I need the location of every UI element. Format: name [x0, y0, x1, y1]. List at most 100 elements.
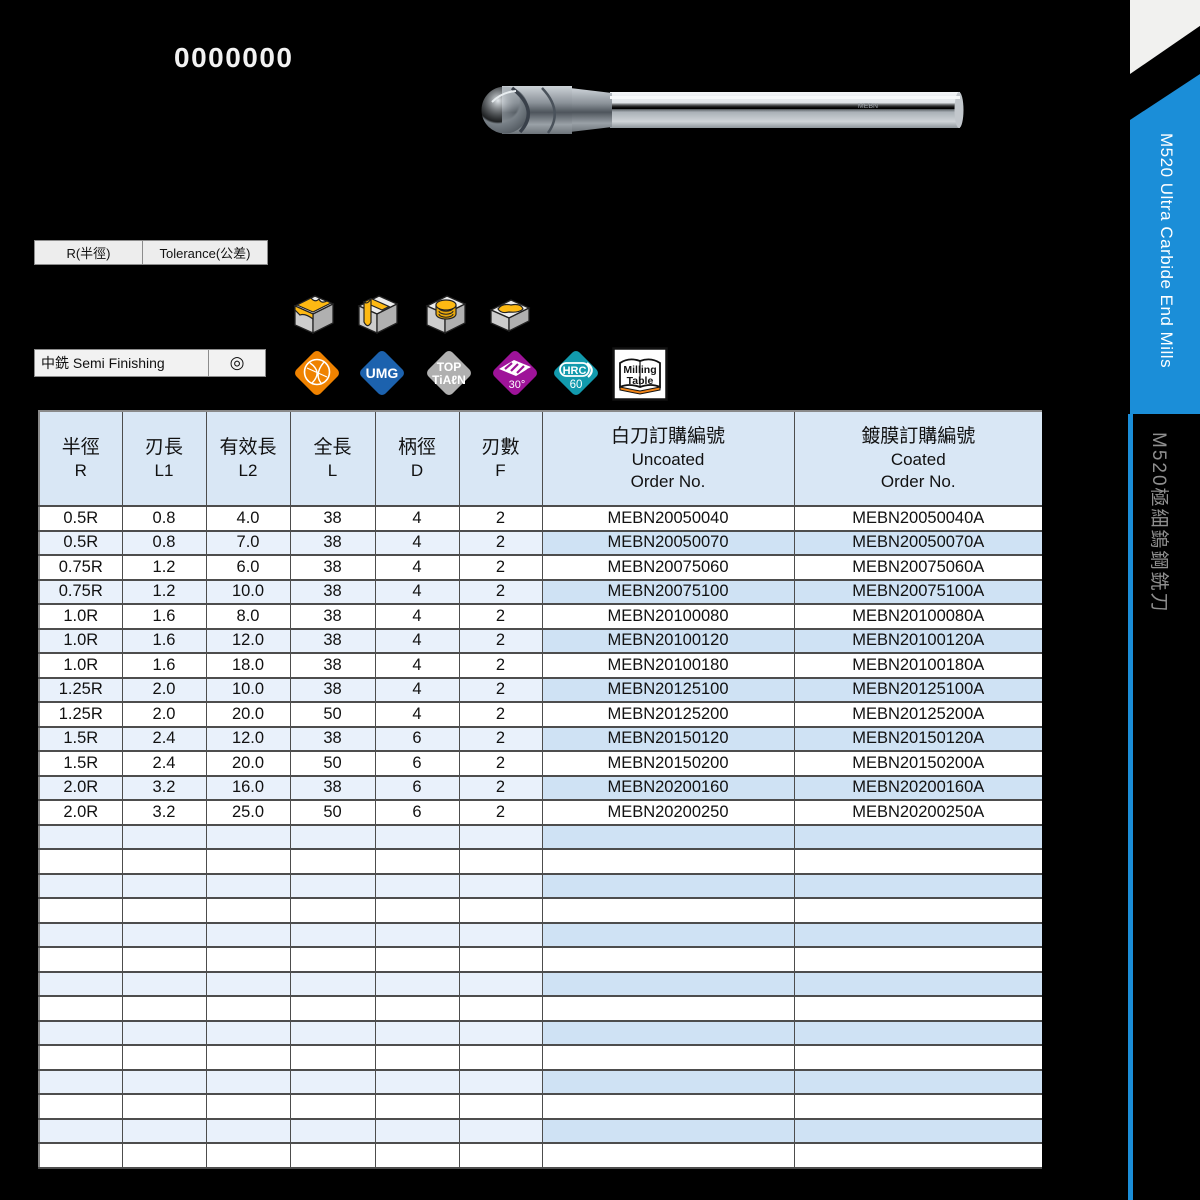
table-cell: [38, 1069, 123, 1095]
table-cell: 4: [374, 604, 460, 630]
col-overall-length: 全長 L: [289, 411, 376, 507]
table-cell: [374, 1020, 460, 1046]
table-cell: [121, 971, 207, 997]
table-cell: 0.75R: [38, 579, 123, 605]
table-cell: 8.0: [205, 604, 291, 630]
table-cell: [121, 873, 207, 899]
table-row: [38, 1069, 1042, 1095]
table-cell: [458, 1069, 543, 1095]
table-cell: 0.5R: [38, 530, 123, 556]
table-cell: [38, 922, 123, 948]
table-cell: [289, 1143, 376, 1169]
table-cell: 1.6: [121, 653, 207, 679]
table-cell: [205, 1069, 291, 1095]
table-cell: [38, 947, 123, 973]
table-cell: [205, 824, 291, 850]
table-cell: [121, 849, 207, 875]
table-cell: [458, 922, 543, 948]
order-no-cell: MEBN20125100A: [793, 677, 1042, 703]
hardness-badge: HRC 60: [554, 351, 598, 395]
table-cell: [374, 1118, 460, 1144]
table-cell: [374, 922, 460, 948]
col-radius: 半徑 R: [38, 411, 123, 507]
order-no-cell: MEBN20075060A: [793, 555, 1042, 581]
table-cell: 38: [289, 530, 376, 556]
table-cell: [121, 1045, 207, 1071]
table-cell: 38: [289, 555, 376, 581]
svg-text:TiAℓN: TiAℓN: [432, 373, 466, 387]
table-cell: 1.5R: [38, 726, 123, 752]
table-cell: 18.0: [205, 653, 291, 679]
order-no-cell: [541, 947, 795, 973]
table-cell: 4: [374, 555, 460, 581]
side-strip: [1128, 414, 1133, 1200]
table-cell: 4: [374, 653, 460, 679]
table-cell: [38, 824, 123, 850]
table-cell: 50: [289, 702, 376, 728]
svg-text:Table: Table: [627, 375, 654, 387]
table-cell: 2.0R: [38, 800, 123, 826]
table-cell: 25.0: [205, 800, 291, 826]
table-cell: [205, 1045, 291, 1071]
series-banner-text: M520 Ultra Carbide End Mills: [1157, 133, 1176, 369]
table-cell: [374, 947, 460, 973]
table-cell: [205, 873, 291, 899]
table-cell: 6: [374, 726, 460, 752]
table-cell: [38, 873, 123, 899]
table-cell: 2: [458, 555, 543, 581]
spec-table: 半徑 R 刃長 L1 有效長 L2 全長 L 柄徑 D 刃數 F 白刀訂購編號 Uncoate…: [38, 410, 1042, 1169]
table-cell: 1.25R: [38, 677, 123, 703]
table-row: 0.75R 1.2 10.0 38 4 2 MEBN20075100 MEBN20075100…: [38, 579, 1042, 605]
svg-text:60: 60: [570, 379, 583, 391]
table-cell: [289, 1020, 376, 1046]
table-cell: 6: [374, 775, 460, 801]
table-row: [38, 922, 1042, 948]
table-cell: [38, 849, 123, 875]
table-cell: [121, 1069, 207, 1095]
table-row: 0.75R 1.2 6.0 38 4 2 MEBN20075060 MEBN20075060A: [38, 555, 1042, 581]
tolerance-box: R(半徑) Tolerance(公差): [34, 240, 268, 265]
order-no-cell: [541, 873, 795, 899]
table-cell: [205, 1118, 291, 1144]
table-cell: 1.6: [121, 604, 207, 630]
pocketing-icon: [489, 299, 531, 333]
table-cell: [289, 849, 376, 875]
table-cell: 0.5R: [38, 506, 123, 532]
order-no-cell: [793, 824, 1042, 850]
order-no-cell: MEBN20050040: [541, 506, 795, 532]
order-no-cell: [541, 1143, 795, 1169]
table-row: 0.5R 0.8 4.0 38 4 2 MEBN20050040 MEBN20050040A: [38, 506, 1042, 532]
series-banner: [1130, 74, 1200, 414]
table-row: 1.0R 1.6 8.0 38 4 2 MEBN20100080 MEBN20100080A: [38, 604, 1042, 630]
order-no-cell: [793, 1020, 1042, 1046]
finishing-box: 中銑 Semi Finishing ◎: [34, 349, 266, 377]
finishing-mark: ◎: [229, 353, 245, 372]
order-no-cell: MEBN20100120: [541, 628, 795, 654]
spec-table-wrap: 半徑 R 刃長 L1 有效長 L2 全長 L 柄徑 D 刃數 F 白刀訂購編號 Uncoate…: [38, 410, 1042, 1200]
finishing-label: 中銑 Semi Finishing: [35, 350, 209, 376]
order-no-cell: MEBN20150120A: [793, 726, 1042, 752]
helix-angle-badge: 30°: [493, 351, 537, 395]
table-row: 1.5R 2.4 12.0 38 6 2 MEBN20150120 MEBN20150120A: [38, 726, 1042, 752]
ball-endview-icon: [303, 358, 331, 386]
table-cell: 4.0: [205, 506, 291, 532]
table-cell: [121, 898, 207, 924]
table-cell: [374, 1094, 460, 1120]
table-cell: 2.4: [121, 726, 207, 752]
table-row: [38, 1020, 1042, 1046]
order-no-cell: [793, 996, 1042, 1022]
table-cell: 16.0: [205, 775, 291, 801]
table-cell: [458, 1143, 543, 1169]
table-cell: 2: [458, 653, 543, 679]
table-cell: [121, 1143, 207, 1169]
table-cell: [38, 996, 123, 1022]
table-cell: [121, 922, 207, 948]
table-cell: [289, 922, 376, 948]
table-cell: 50: [289, 800, 376, 826]
table-cell: [289, 824, 376, 850]
table-row: [38, 1118, 1042, 1144]
table-cell: 1.2: [121, 555, 207, 581]
order-no-cell: [541, 1045, 795, 1071]
table-cell: 1.6: [121, 628, 207, 654]
table-row: [38, 873, 1042, 899]
